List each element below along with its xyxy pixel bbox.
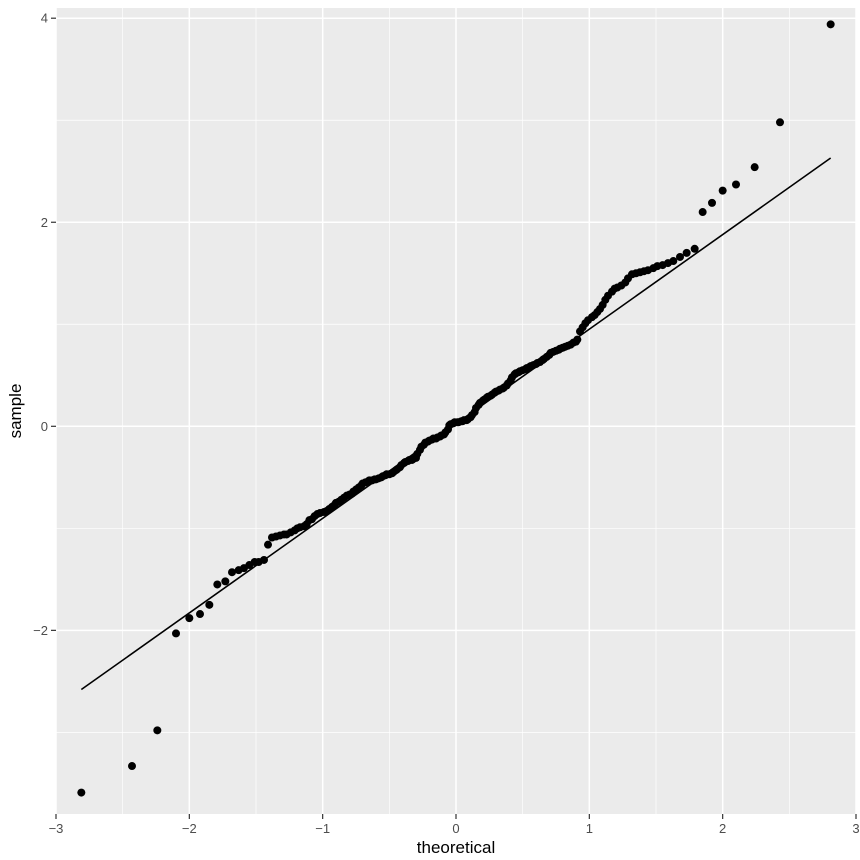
y-tick-label: −2	[33, 623, 48, 638]
data-point	[676, 252, 684, 261]
data-point	[213, 580, 222, 589]
y-axis-title: sample	[6, 384, 25, 439]
points-layer	[77, 20, 835, 797]
data-point	[172, 629, 180, 638]
x-axis-title: theoretical	[417, 838, 495, 857]
data-point	[669, 257, 678, 266]
x-tick-label: −3	[49, 821, 64, 836]
data-point	[264, 540, 272, 549]
y-tick-label: 4	[41, 11, 48, 26]
data-point	[776, 118, 784, 127]
data-point	[708, 198, 716, 207]
data-point	[185, 614, 194, 623]
x-tick-label: −2	[182, 821, 197, 836]
y-tick-label: 2	[41, 215, 48, 230]
major-gridlines	[55, 8, 857, 814]
data-point	[718, 186, 727, 195]
data-point	[682, 248, 691, 257]
data-point	[260, 555, 268, 564]
data-point	[826, 20, 835, 29]
data-point	[221, 577, 230, 586]
data-point	[573, 335, 582, 344]
data-point	[732, 180, 740, 189]
data-point	[128, 762, 136, 771]
x-axis: −3 −2 −1 0 1 2 3	[49, 814, 860, 836]
x-tick-label: 3	[852, 821, 859, 836]
x-tick-label: 2	[719, 821, 726, 836]
data-point	[690, 244, 699, 253]
data-point	[228, 568, 236, 577]
data-point	[77, 788, 86, 797]
x-tick-label: 1	[586, 821, 593, 836]
data-point	[196, 610, 204, 619]
y-axis: −2 0 2 4	[33, 11, 56, 638]
x-tick-label: −1	[315, 821, 330, 836]
y-tick-label: 0	[41, 419, 48, 434]
x-tick-label: 0	[452, 821, 459, 836]
data-point	[698, 208, 707, 217]
data-point	[205, 600, 214, 609]
data-point	[153, 726, 162, 735]
data-point	[750, 163, 759, 172]
